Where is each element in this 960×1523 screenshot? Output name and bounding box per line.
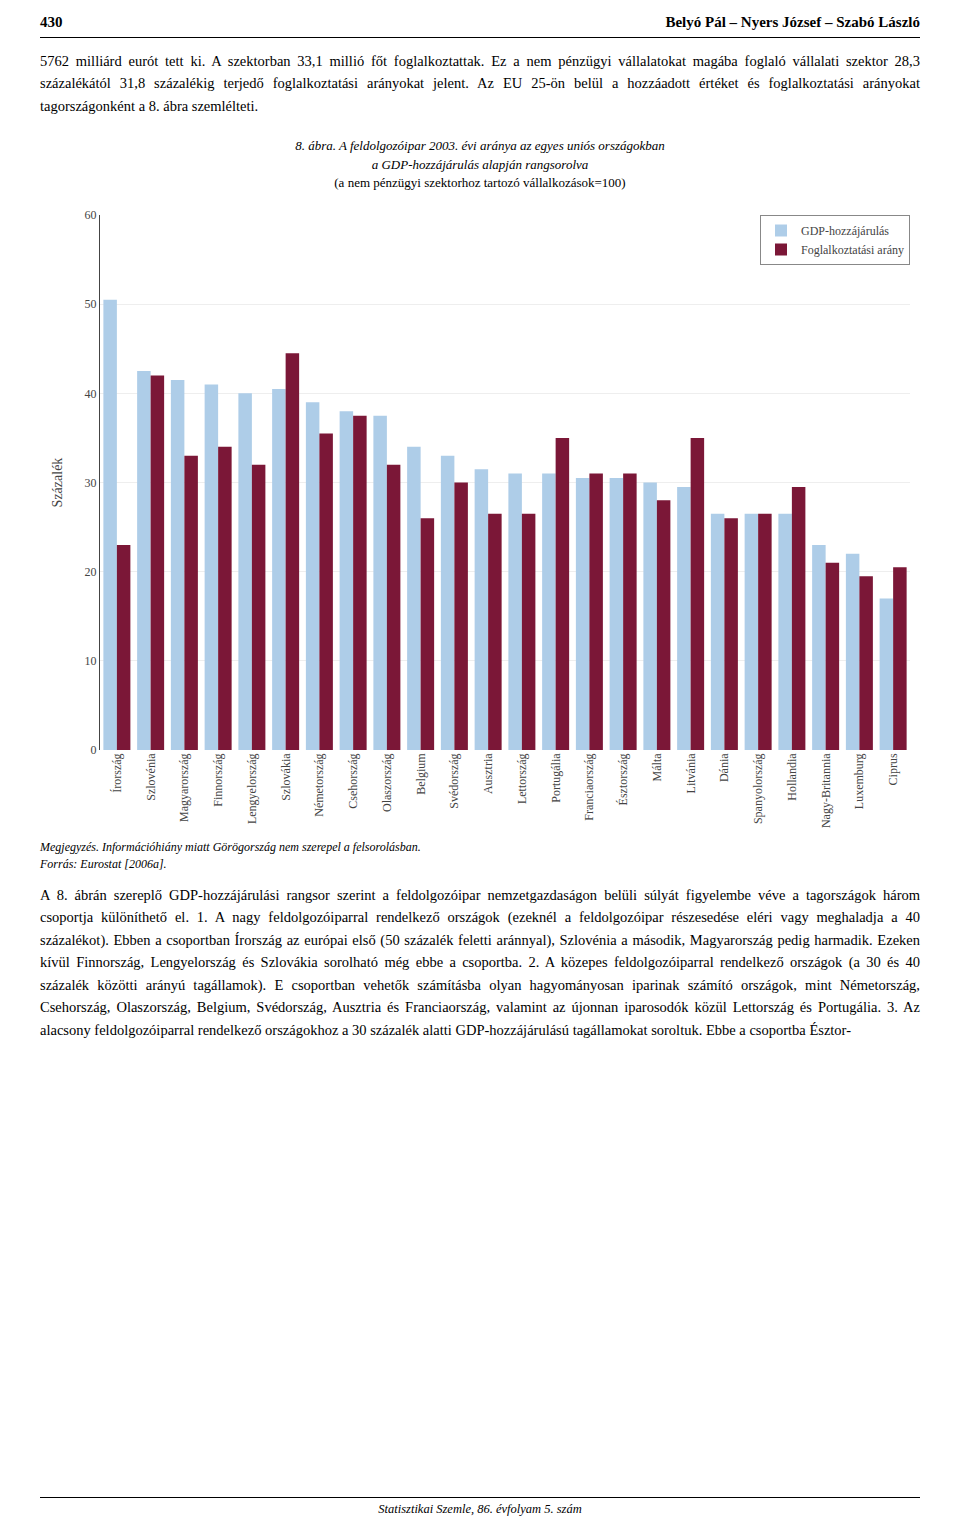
svg-text:Nagy-Britannia: Nagy-Britannia (819, 753, 833, 828)
html-text:(a nem pénzügyi szektorhoz tar: (a nem pénzügyi szektorhoz tartozó válla… (334, 174, 626, 190)
svg-text:40: 40 (85, 386, 97, 400)
svg-text:Litvánia: Litvánia (684, 753, 698, 794)
html-text:Statisztikai Szemle, 86. évfol: Statisztikai Szemle, 86. évfolyam 5. szá… (378, 1502, 582, 1516)
html-text:Megjegyzés. Információhiány mi: Megjegyzés. Információhiány miatt Görögo… (40, 840, 421, 854)
html-text:8. ábra. A feldolgozóipar 2003: 8. ábra. A feldolgozóipar 2003. évi arán… (295, 138, 665, 154)
svg-text:Spanyolország: Spanyolország (751, 753, 765, 824)
svg-text:Csehország: Csehország (346, 753, 360, 808)
svg-text:30: 30 (85, 476, 97, 490)
html-text:Forrás: Eurostat [2006a].: Forrás: Eurostat [2006a]. (40, 857, 167, 871)
svg-text:Foglalkoztatási arány: Foglalkoztatási arány (801, 243, 904, 257)
svg-text:Dánia: Dánia (717, 753, 731, 782)
svg-text:Luxemburg: Luxemburg (852, 753, 866, 809)
svg-text:Szlovénia: Szlovénia (144, 753, 158, 801)
svg-text:Málta: Málta (650, 753, 664, 782)
svg-text:Írország: Írország (110, 753, 124, 792)
html-text:A 8. ábrán szereplő GDP-hozzáj: A 8. ábrán szereplő GDP-hozzájárulási ra… (40, 887, 920, 1038)
svg-text:Magyarország: Magyarország (177, 753, 191, 822)
svg-text:Ausztria: Ausztria (481, 753, 495, 794)
svg-text:Olaszország: Olaszország (380, 753, 394, 812)
svg-text:Lettország: Lettország (515, 753, 529, 804)
svg-text:Észtország: Észtország (616, 753, 630, 805)
svg-text:Lengyelország: Lengyelország (245, 753, 259, 824)
svg-text:Ciprus: Ciprus (886, 753, 900, 785)
svg-text:20: 20 (85, 565, 97, 579)
svg-text:10: 10 (85, 654, 97, 668)
svg-text:60: 60 (85, 208, 97, 222)
svg-text:Németország: Németország (312, 753, 326, 816)
svg-text:Finnország: Finnország (211, 753, 225, 806)
svg-text:Svédország: Svédország (447, 753, 461, 808)
svg-text:Franciaország: Franciaország (582, 753, 596, 820)
svg-text:Portugália: Portugália (549, 753, 563, 803)
html-text:5762 milliárd eurót tett ki. A: 5762 milliárd eurót tett ki. A szektorba… (40, 53, 920, 114)
svg-text:50: 50 (85, 297, 97, 311)
html-text:430: 430 (40, 14, 63, 30)
html-text:a GDP-hozzájárulás alapján ran: a GDP-hozzájárulás alapján rangsorolva (371, 156, 589, 172)
svg-text:Belgium: Belgium (414, 753, 428, 795)
svg-text:GDP-hozzájárulás: GDP-hozzájárulás (801, 224, 889, 238)
svg-text:0: 0 (91, 743, 97, 757)
html-text:Belyó Pál – Nyers József – Sza: Belyó Pál – Nyers József – Szabó László (665, 14, 920, 30)
svg-text:Százalék: Százalék (50, 458, 65, 508)
svg-text:Hollandia: Hollandia (785, 753, 799, 801)
svg-text:Szlovákia: Szlovákia (279, 753, 293, 801)
